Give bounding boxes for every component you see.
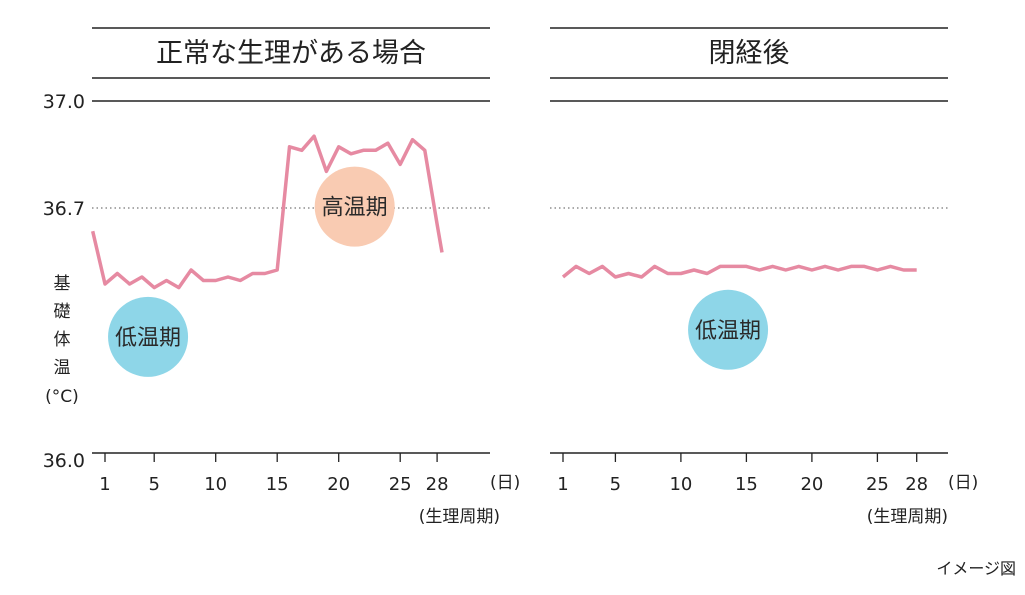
y-axis-label-char: (°C) [45,387,79,407]
x-tick-label: 25 [389,474,412,495]
left-panel: 正常な生理がある場合 [92,27,490,454]
phase-bubble [314,166,395,247]
left-x-caption: (生理周期) [419,507,500,527]
y-axis-label-char: 基 [54,274,71,294]
left-panel-title: 正常な生理がある場合 [156,38,426,69]
temperature-line [561,264,917,279]
y-axis-label-char: 礎 [54,302,71,322]
y-axis-label-char: 温 [54,358,71,378]
right-x-unit: (日) [948,473,978,493]
temperature-line [90,134,444,290]
x-tick-label: 25 [866,474,889,495]
x-tick-label: 10 [669,474,692,495]
x-tick-label: 15 [266,474,289,495]
phase-label: 高温期 [322,196,388,221]
right-panel: 閉経後 [550,27,948,454]
x-tick-label: 20 [800,474,823,495]
x-tick-label: 28 [426,474,449,495]
phase-label: 低温期 [115,326,181,351]
phase-bubble [108,296,189,377]
right-panel-title: 閉経後 [709,38,790,69]
left-x-unit: (日) [490,473,520,493]
image-note: イメージ図 [936,559,1016,578]
x-tick-label: 5 [610,474,621,495]
x-tick-label: 28 [905,474,928,495]
x-tick-label: 20 [327,474,350,495]
right-x-caption: (生理周期) [867,507,948,527]
y-tick-label: 36.7 [43,198,85,220]
phase-label: 低温期 [695,319,761,344]
y-axis-label: 基 礎 体 温 (°C) [45,274,79,407]
x-tick-label: 1 [557,474,568,495]
x-tick-label: 1 [99,474,110,495]
x-tick-label: 5 [148,474,159,495]
phase-bubble [688,289,769,370]
x-tick-label: 15 [735,474,758,495]
y-tick-label: 37.0 [43,91,85,113]
x-tick-label: 10 [204,474,227,495]
y-tick-label: 36.0 [43,450,85,472]
y-axis-label-char: 体 [54,330,71,350]
